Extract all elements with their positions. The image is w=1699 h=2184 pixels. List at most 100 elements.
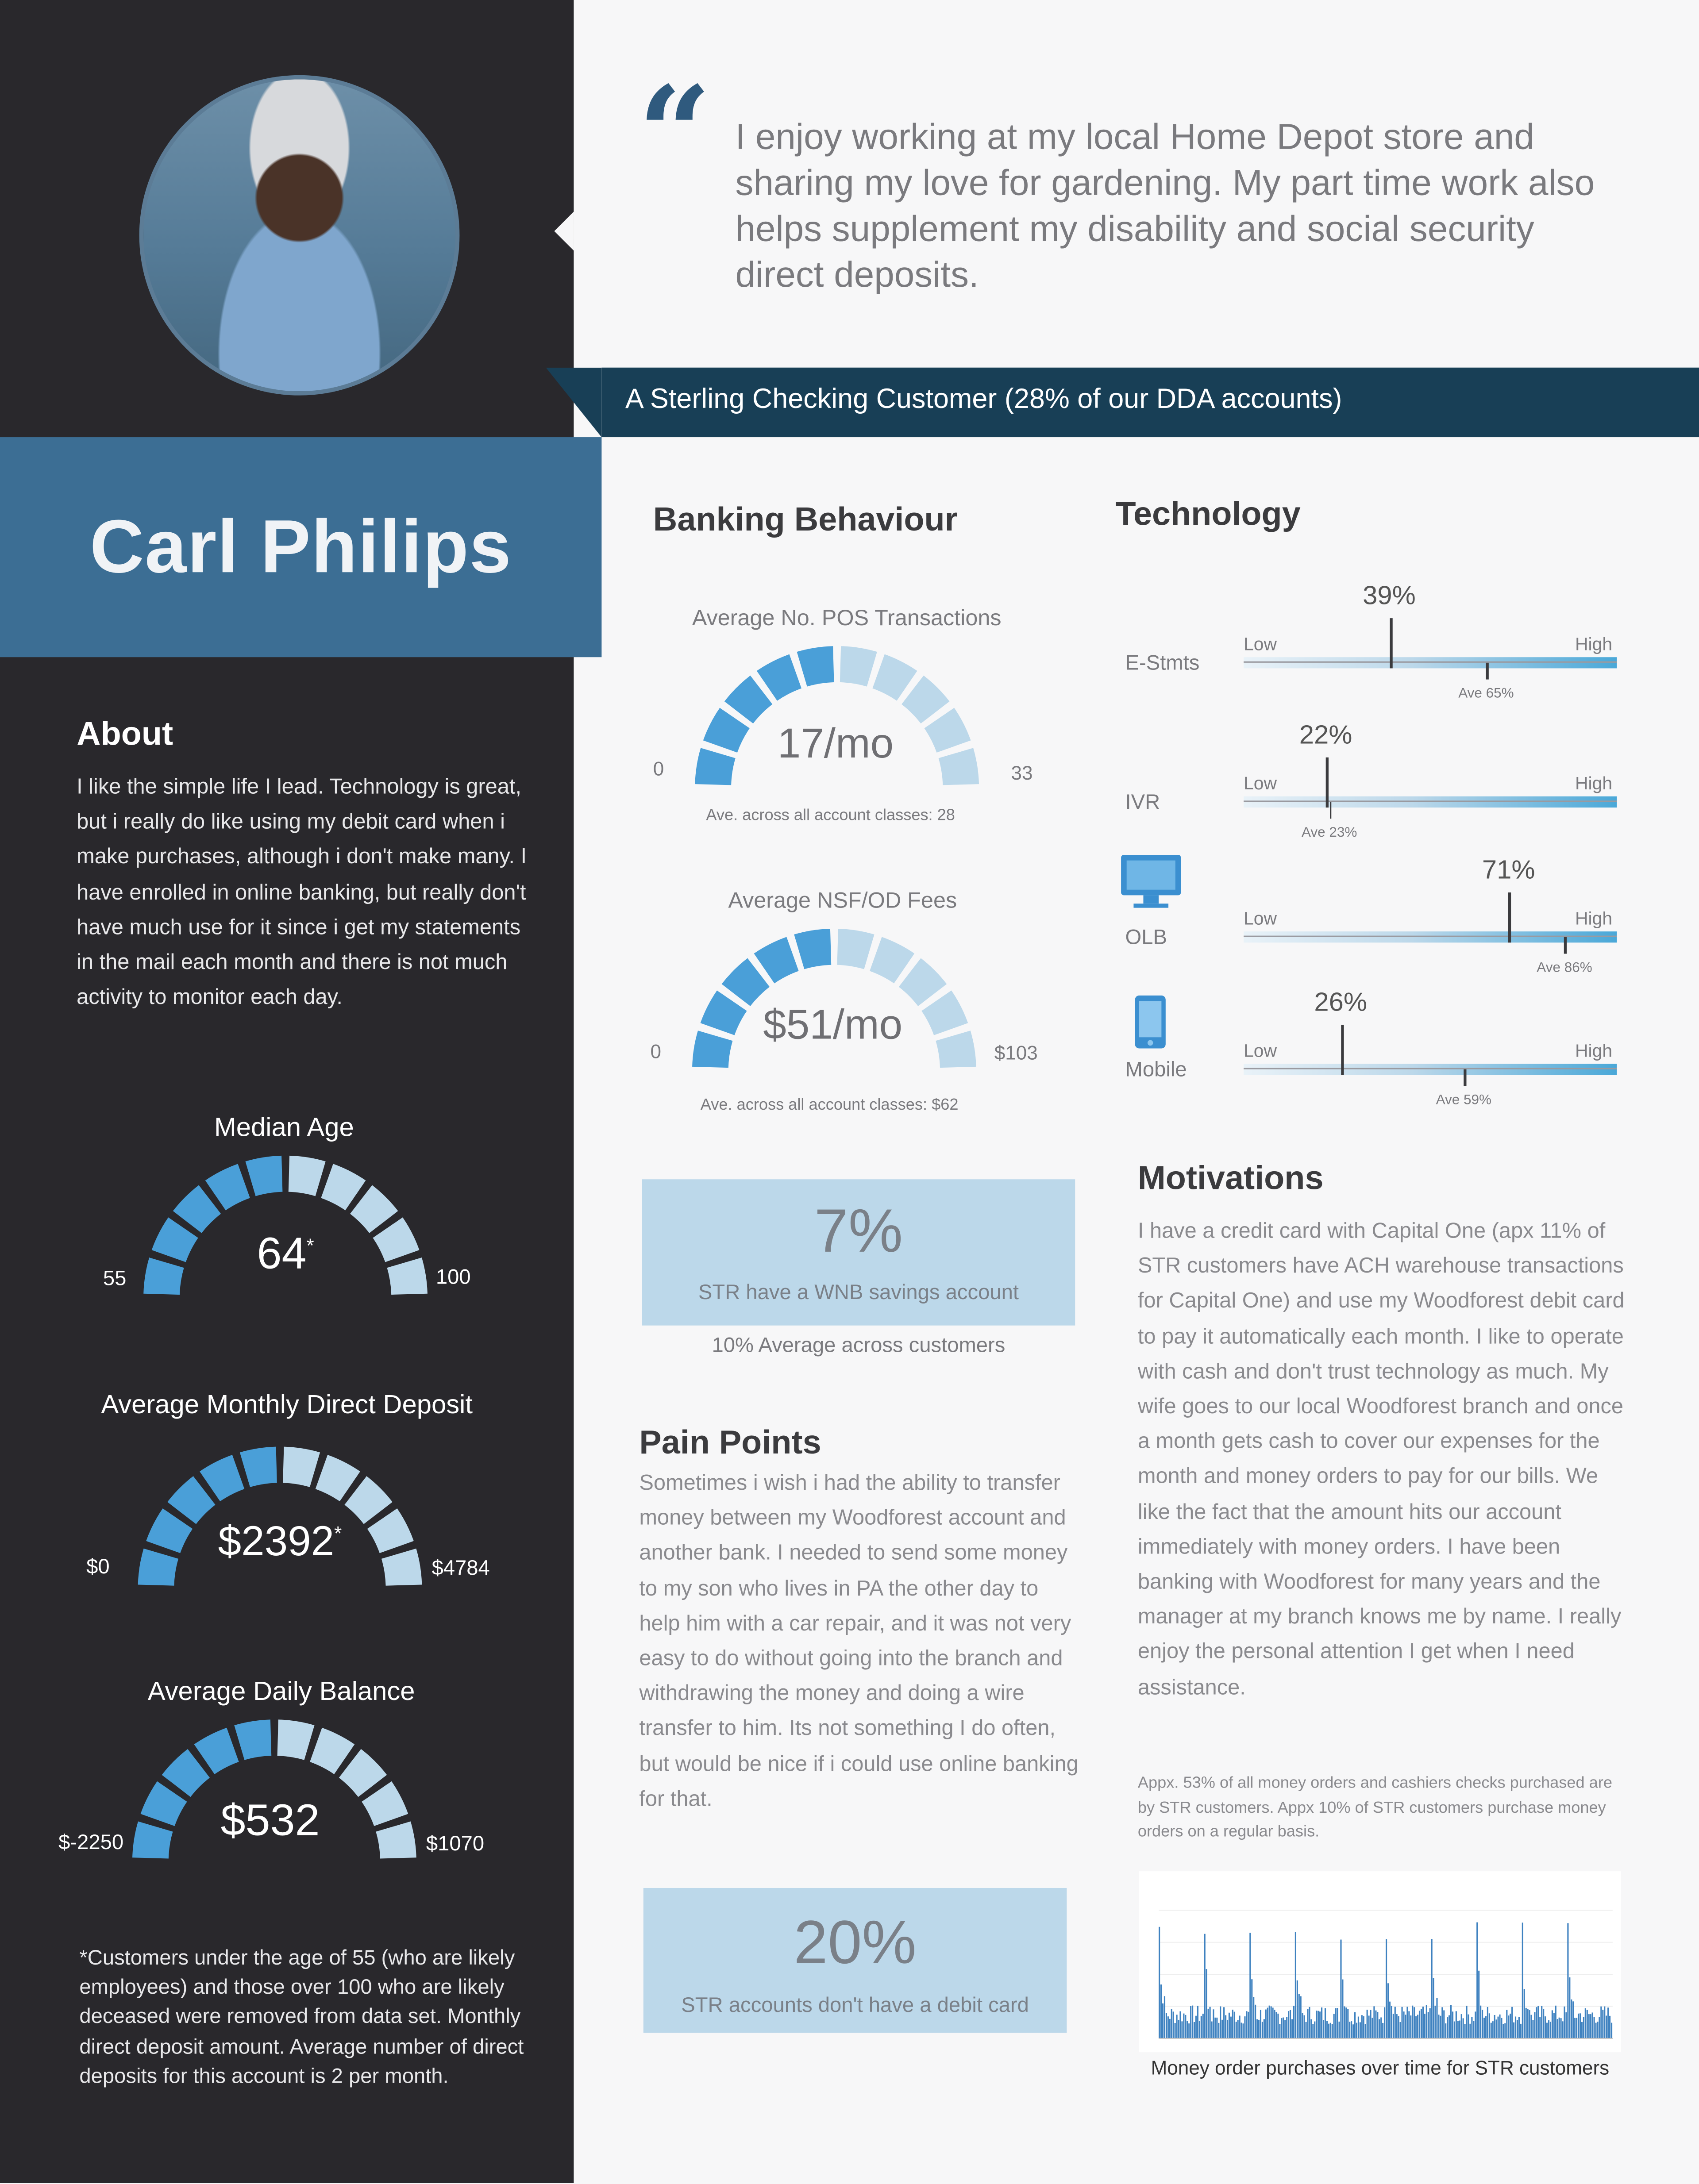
gauge-segment [936, 1030, 976, 1068]
chart-bar [1165, 2013, 1167, 2038]
chart-bar [1167, 2016, 1169, 2038]
chart-bar [1480, 2005, 1482, 2038]
chart-bar [1202, 2014, 1204, 2038]
chart-bar [1179, 2011, 1181, 2038]
tech-percent: 39% [1363, 582, 1416, 611]
chart-bar [1425, 2005, 1427, 2038]
chart-bar [1251, 1979, 1253, 2038]
gauge-segment [376, 1821, 416, 1859]
tech-average-marker [1564, 937, 1567, 954]
chart-bar [1450, 2005, 1452, 2038]
gauge-segment [339, 1749, 387, 1797]
gauge-segment [754, 937, 799, 984]
chart-bar [1549, 2022, 1552, 2038]
balance-gauge [132, 1719, 416, 1859]
chart-bar [1455, 2011, 1457, 2038]
chart-bar [1221, 2019, 1223, 2038]
chart-bar [1370, 2010, 1372, 2038]
chart-bar [1261, 2022, 1264, 2038]
chart-bar [1530, 2015, 1532, 2038]
savings-stat-label: STR have a WNB savings account [698, 1280, 1019, 1305]
chart-bar [1483, 2018, 1485, 2038]
chart-bar [1497, 2016, 1499, 2038]
tech-average-label: Ave 86% [1537, 961, 1592, 976]
chart-bar [1160, 1984, 1162, 2038]
chart-bar [1344, 2006, 1345, 2038]
nsf-gauge-max: $103 [994, 1041, 1038, 1064]
chart-bar [1543, 2008, 1545, 2038]
gauge-segment [387, 1257, 428, 1295]
gauge-segment [151, 1217, 198, 1262]
banner-text: A Sterling Checking Customer (28% of our… [625, 384, 1342, 415]
chart-bar [1216, 2017, 1218, 2038]
tech-average-label: Ave 59% [1436, 1093, 1491, 1108]
chart-bar [1209, 2007, 1211, 2038]
chart-bar [1286, 2016, 1288, 2038]
deposit-gauge-value: $2392* [218, 1519, 342, 1565]
tech-low-label: Low [1244, 633, 1277, 654]
tech-high-label: High [1575, 907, 1613, 929]
chart-bar [1572, 2001, 1574, 2038]
chart-bar [1172, 2011, 1174, 2038]
chart-bar [1368, 2015, 1370, 2038]
gauge-segment [239, 1446, 277, 1487]
persona-name: Carl Philips [89, 505, 512, 589]
balance-gauge-value: $532 [220, 1795, 320, 1845]
chart-bar [1354, 2012, 1356, 2038]
chart-bar [1249, 1933, 1251, 2038]
chart-bar [1518, 2017, 1520, 2038]
chart-bar [1579, 2013, 1581, 2038]
chart-bar [1520, 2023, 1522, 2038]
name-box [0, 437, 602, 658]
chart-bar [1270, 2006, 1272, 2038]
gauge-segment [234, 1719, 272, 1760]
nsf-gauge-title: Average NSF/OD Fees [728, 889, 957, 914]
chart-bar [1163, 1996, 1166, 2038]
chart-bar [1422, 2007, 1424, 2038]
tech-average-marker [1486, 662, 1488, 680]
chart-bar [1195, 2015, 1197, 2038]
chart-bar [1366, 2010, 1368, 2038]
chart-bar [1289, 2010, 1291, 2038]
savings-stat-box [642, 1179, 1075, 1326]
tech-value-marker [1341, 1024, 1344, 1075]
chart-bar [1178, 2019, 1179, 2038]
chart-bar [1460, 2014, 1462, 2038]
chart-bar [1169, 2019, 1171, 2038]
chart-bar [1412, 2005, 1414, 2038]
chart-bar [1361, 2015, 1363, 2038]
technology-heading: Technology [1115, 496, 1301, 534]
chart-bar [1569, 1977, 1571, 2038]
chart-bar [1322, 2020, 1325, 2038]
deposit-gauge [138, 1446, 422, 1586]
tech-scale-bar [1244, 931, 1617, 943]
chart-bar [1417, 2015, 1419, 2038]
chart-bar [1235, 2022, 1237, 2038]
tech-average-label: Ave 23% [1302, 826, 1357, 841]
gauge-segment [837, 928, 875, 969]
chart-bar [1294, 1932, 1296, 2038]
chart-bar [1606, 2015, 1607, 2038]
chart-bar [1494, 2015, 1495, 2038]
gauge-segment [924, 707, 971, 753]
chart-bar [1590, 2014, 1591, 2038]
tech-percent: 26% [1314, 988, 1368, 1018]
chart-bar [1564, 2006, 1565, 2038]
chart-bar [1265, 2009, 1267, 2038]
chart-bar [1312, 2024, 1314, 2038]
gauge-segment [373, 1217, 420, 1262]
motivations-note: Appx. 53% of all money orders and cashie… [1137, 1775, 1613, 1841]
gauge-segment [344, 1476, 393, 1524]
money-order-chart-caption: Money order purchases over time for STR … [1151, 2056, 1610, 2079]
tech-high-label: High [1575, 773, 1613, 794]
gauge-segment [797, 646, 834, 687]
chart-bar [1408, 2011, 1410, 2038]
chart-bar [1440, 2015, 1441, 2038]
persona-photo [139, 75, 460, 396]
gauge-segment [756, 654, 801, 701]
chart-bar [1436, 1998, 1438, 2038]
chart-bar [1174, 2023, 1176, 2038]
deposit-gauge-min: $0 [86, 1555, 110, 1579]
tech-scale-axis [1244, 800, 1617, 802]
money-order-chart [1139, 1871, 1621, 2053]
